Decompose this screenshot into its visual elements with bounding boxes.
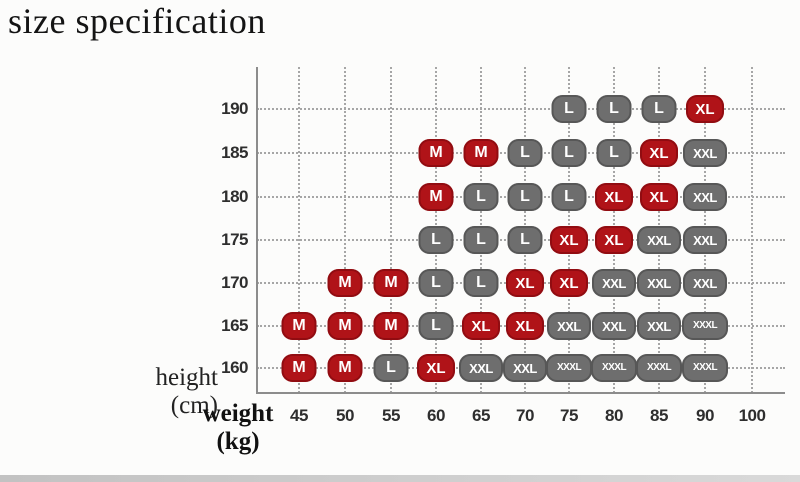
size-badge: L [551, 95, 587, 123]
x-tick-label: 50 [336, 406, 354, 425]
size-badge: XXL [592, 312, 636, 340]
x-tick-label: 80 [605, 406, 623, 425]
x-axis-line [256, 392, 785, 394]
y-tick-label: 190 [221, 99, 248, 118]
size-badge: XL [595, 226, 633, 254]
size-badge: L [463, 269, 499, 297]
y-axis-label-line2: (cm) [170, 392, 218, 419]
size-badge: L [418, 269, 454, 297]
size-badge: M [327, 312, 363, 340]
size-badge: XXL [503, 354, 547, 382]
size-badge: M [418, 183, 454, 211]
size-badge: XL [462, 312, 500, 340]
size-badge: XL [417, 354, 455, 382]
x-tick-label: 75 [560, 406, 578, 425]
y-axis-line [256, 67, 258, 393]
size-badge: XXL [683, 183, 727, 211]
x-tick-label: 65 [472, 406, 490, 425]
x-tick-label: 100 [738, 406, 766, 425]
size-badge: M [327, 269, 363, 297]
y-axis-label: height (cm) [140, 364, 219, 420]
size-badge: XXXL [591, 354, 637, 382]
size-badge: M [418, 139, 454, 167]
size-badge: M [281, 312, 317, 340]
size-badge: L [596, 95, 632, 123]
size-badge: L [507, 183, 543, 211]
size-badge: L [507, 139, 543, 167]
x-tick-label: 45 [290, 406, 308, 425]
size-badge: M [373, 269, 409, 297]
x-tick-label: 90 [696, 406, 714, 425]
size-badge: XXXL [682, 354, 728, 382]
y-tick-label: 185 [221, 143, 248, 162]
size-badge: XL [550, 269, 588, 297]
size-badge: XXL [683, 226, 727, 254]
size-badge: M [373, 312, 409, 340]
page-title: size specification [8, 1, 266, 41]
size-badge: XXL [637, 269, 681, 297]
size-badge: XL [640, 139, 678, 167]
size-badge: M [463, 139, 499, 167]
h-gridline [257, 108, 785, 110]
bottom-divider-bar [0, 475, 800, 482]
y-tick-label: 180 [221, 187, 248, 206]
v-gridline [298, 67, 300, 393]
size-badge: XXL [683, 269, 727, 297]
size-badge: L [596, 139, 632, 167]
size-badge: XL [640, 183, 678, 211]
x-tick-label: 60 [427, 406, 445, 425]
y-tick-label: 170 [221, 273, 248, 292]
size-badge: XXXL [546, 354, 592, 382]
size-badge: L [463, 183, 499, 211]
size-badge: XL [686, 95, 724, 123]
x-axis-label: weight (kg) [200, 400, 276, 456]
v-gridline [751, 67, 753, 393]
size-badge: XXL [683, 139, 727, 167]
size-badge: M [281, 354, 317, 382]
y-tick-label: 160 [221, 358, 248, 377]
x-axis-label-line1: weight [202, 400, 274, 427]
size-badge: L [507, 226, 543, 254]
size-badge: L [418, 226, 454, 254]
v-gridline [344, 67, 346, 393]
size-badge: L [373, 354, 409, 382]
size-badge: XXL [459, 354, 503, 382]
size-badge: L [641, 95, 677, 123]
size-badge: L [551, 139, 587, 167]
size-badge: XXL [547, 312, 591, 340]
size-badge: XXXL [682, 312, 728, 340]
size-badge: L [463, 226, 499, 254]
size-badge: XL [595, 183, 633, 211]
size-badge: XL [506, 312, 544, 340]
size-badge: L [418, 312, 454, 340]
size-badge: XXL [637, 226, 681, 254]
size-badge: XL [550, 226, 588, 254]
x-tick-label: 70 [516, 406, 534, 425]
y-axis-label-line1: height [155, 364, 219, 391]
v-gridline [390, 67, 392, 393]
x-tick-label: 85 [650, 406, 668, 425]
size-badge: L [551, 183, 587, 211]
y-tick-label: 165 [221, 316, 248, 335]
size-badge: XXL [592, 269, 636, 297]
x-axis-label-line2: (kg) [216, 428, 260, 455]
size-badge: M [327, 354, 363, 382]
size-badge: XXL [637, 312, 681, 340]
y-tick-label: 175 [221, 230, 248, 249]
size-badge: XXXL [636, 354, 682, 382]
size-badge: XL [506, 269, 544, 297]
x-tick-label: 55 [382, 406, 400, 425]
